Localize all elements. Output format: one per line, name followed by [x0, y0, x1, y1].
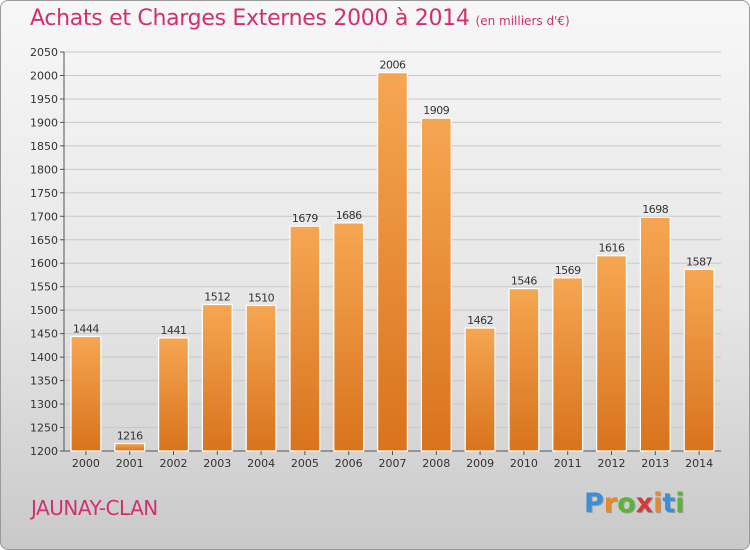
bar-2000 [70, 335, 102, 452]
bar-2005 [289, 225, 321, 452]
x-tick-label: 2009 [466, 457, 494, 470]
title-unit: (en milliers d'€) [475, 14, 570, 28]
y-tick-label: 1300 [30, 398, 58, 411]
x-tick-label: 2001 [116, 457, 144, 470]
x-tick-label: 2010 [510, 457, 538, 470]
data-label: 1616 [599, 242, 625, 255]
data-label: 1569 [555, 264, 581, 277]
x-tick-label: 2004 [247, 457, 275, 470]
y-tick-label: 1950 [30, 93, 58, 106]
bar-2013 [639, 216, 671, 452]
y-tick-label: 1450 [30, 328, 58, 341]
x-tick-label: 2003 [203, 457, 231, 470]
bar-2001 [114, 442, 146, 452]
bar-2012 [596, 255, 627, 452]
x-tick-label: 2002 [160, 457, 188, 470]
bar-2010 [508, 287, 540, 452]
bar-2002 [158, 337, 189, 452]
logo-letter: P [584, 488, 604, 519]
data-label: 1587 [686, 255, 712, 268]
y-tick-label: 1550 [30, 281, 58, 294]
data-label: 1462 [467, 314, 493, 327]
y-tick-label: 1900 [30, 116, 58, 129]
y-tick-label: 1400 [30, 351, 58, 364]
y-tick-label: 1750 [30, 187, 58, 200]
x-tick-label: 2000 [72, 457, 100, 470]
bar-2014 [683, 268, 715, 452]
bar-2004 [245, 304, 277, 452]
place-name: JAUNAY-CLAN [31, 496, 158, 520]
title-text: Achats et Charges Externes 2000 à 2014 [30, 6, 470, 31]
logo-letter: t [662, 488, 676, 519]
y-tick-labels: 1200 1250 1300 1350 1400 1450 1500 1550 1600 1650… [30, 46, 58, 458]
x-tick-label: 2006 [335, 457, 363, 470]
data-label: 1909 [423, 104, 449, 117]
x-tick-label: 2011 [554, 457, 582, 470]
data-label: 1546 [511, 275, 537, 288]
x-tick-label: 2014 [685, 457, 713, 470]
bar-2008 [420, 117, 452, 452]
data-label: 1510 [248, 291, 274, 304]
x-tick-label: 2007 [379, 457, 407, 470]
data-label: 2006 [380, 59, 406, 72]
proxiti-logo[interactable]: Proxiti [584, 488, 685, 519]
y-tick-label: 1800 [30, 163, 58, 176]
data-label: 1686 [336, 209, 362, 222]
logo-letter: i [675, 488, 685, 519]
bar-2006 [333, 222, 365, 452]
chart-title: Achats et Charges Externes 2000 à 2014 (e… [30, 6, 570, 31]
y-tick-label: 1650 [30, 234, 58, 247]
data-label: 1512 [204, 291, 230, 304]
bar-2003 [201, 303, 233, 452]
y-tick-label: 1600 [30, 257, 58, 270]
bar-2009 [464, 327, 496, 452]
bar-2007 [377, 72, 408, 452]
logo-letter: o [617, 488, 636, 519]
data-labels: 1444 1216 1441 1512 1510 1679 1686 2006 1909 1462… [73, 59, 713, 443]
y-tick-label: 2000 [30, 69, 58, 82]
logo-letter: i [653, 488, 663, 519]
y-tick-label: 1500 [30, 304, 58, 317]
y-tick-label: 1200 [30, 445, 58, 458]
x-tick-labels: 2000 2001 2002 2003 2004 2005 2006 2007 2008 2009… [72, 451, 713, 470]
x-tick-label: 2008 [422, 457, 450, 470]
bar-2011 [552, 277, 584, 452]
data-label: 1698 [642, 203, 668, 216]
data-label: 1216 [117, 429, 143, 442]
x-tick-label: 2005 [291, 457, 319, 470]
y-tick-label: 1700 [30, 210, 58, 223]
data-label: 1441 [161, 324, 187, 337]
y-tick-label: 1250 [30, 422, 58, 435]
y-tick-label: 1350 [30, 375, 58, 388]
y-tick-label: 1850 [30, 140, 58, 153]
logo-letter: x [635, 488, 654, 519]
logo-letter: r [603, 488, 618, 519]
data-label: 1679 [292, 212, 318, 225]
x-tick-label: 2013 [641, 457, 669, 470]
y-tick-label: 2050 [30, 46, 58, 59]
bars [70, 72, 715, 452]
x-tick-label: 2012 [598, 457, 626, 470]
data-label: 1444 [73, 322, 99, 335]
